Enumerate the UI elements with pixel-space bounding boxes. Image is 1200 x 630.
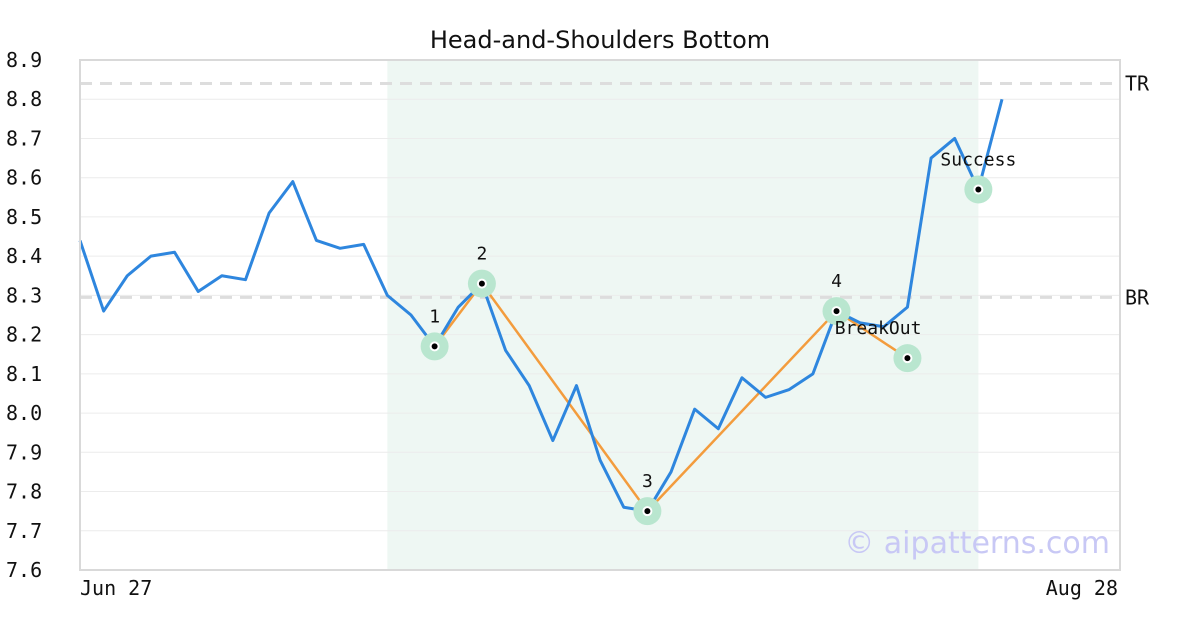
y-tick-label: 8.0 bbox=[6, 401, 42, 425]
pattern-point-label: 3 bbox=[642, 471, 653, 492]
breakout-annotation: BreakOut bbox=[835, 318, 922, 339]
x-tick-label: Jun 27 bbox=[80, 576, 152, 600]
y-tick-label: 8.1 bbox=[6, 362, 42, 386]
pattern-point-label: 1 bbox=[429, 306, 440, 327]
y-tick-label: 8.6 bbox=[6, 166, 42, 190]
chart-title: Head-and-Shoulders Bottom bbox=[430, 26, 770, 54]
y-tick-label: 8.5 bbox=[6, 205, 42, 229]
pattern-point-label: 2 bbox=[476, 244, 487, 265]
pattern-point bbox=[973, 184, 984, 195]
y-tick-label: 7.7 bbox=[6, 519, 42, 543]
x-tick-label: Aug 28 bbox=[1046, 576, 1118, 600]
pattern-highlight-band bbox=[387, 60, 979, 570]
y-tick-label: 7.8 bbox=[6, 480, 42, 504]
pattern-point-label: 4 bbox=[831, 271, 842, 292]
reference-line-label-br: BR bbox=[1125, 285, 1150, 309]
plot-frame bbox=[79, 59, 1121, 571]
y-tick-label: 8.4 bbox=[6, 244, 42, 268]
pattern-point bbox=[902, 353, 913, 364]
pattern-point bbox=[476, 278, 487, 289]
y-tick-label: 8.8 bbox=[6, 87, 42, 111]
y-tick-label: 8.3 bbox=[6, 283, 42, 307]
pattern-point bbox=[831, 306, 842, 317]
y-tick-label: 7.6 bbox=[6, 558, 42, 582]
y-tick-label: 8.7 bbox=[6, 126, 42, 150]
y-tick-label: 8.2 bbox=[6, 323, 42, 347]
watermark: © aipatterns.com bbox=[844, 526, 1110, 561]
y-tick-label: 7.9 bbox=[6, 440, 42, 464]
pattern-point bbox=[642, 506, 653, 517]
pattern-point bbox=[429, 341, 440, 352]
reference-line-label-tr: TR bbox=[1125, 72, 1150, 96]
y-tick-label: 8.9 bbox=[6, 48, 42, 72]
success-annotation: Success bbox=[940, 149, 1016, 170]
